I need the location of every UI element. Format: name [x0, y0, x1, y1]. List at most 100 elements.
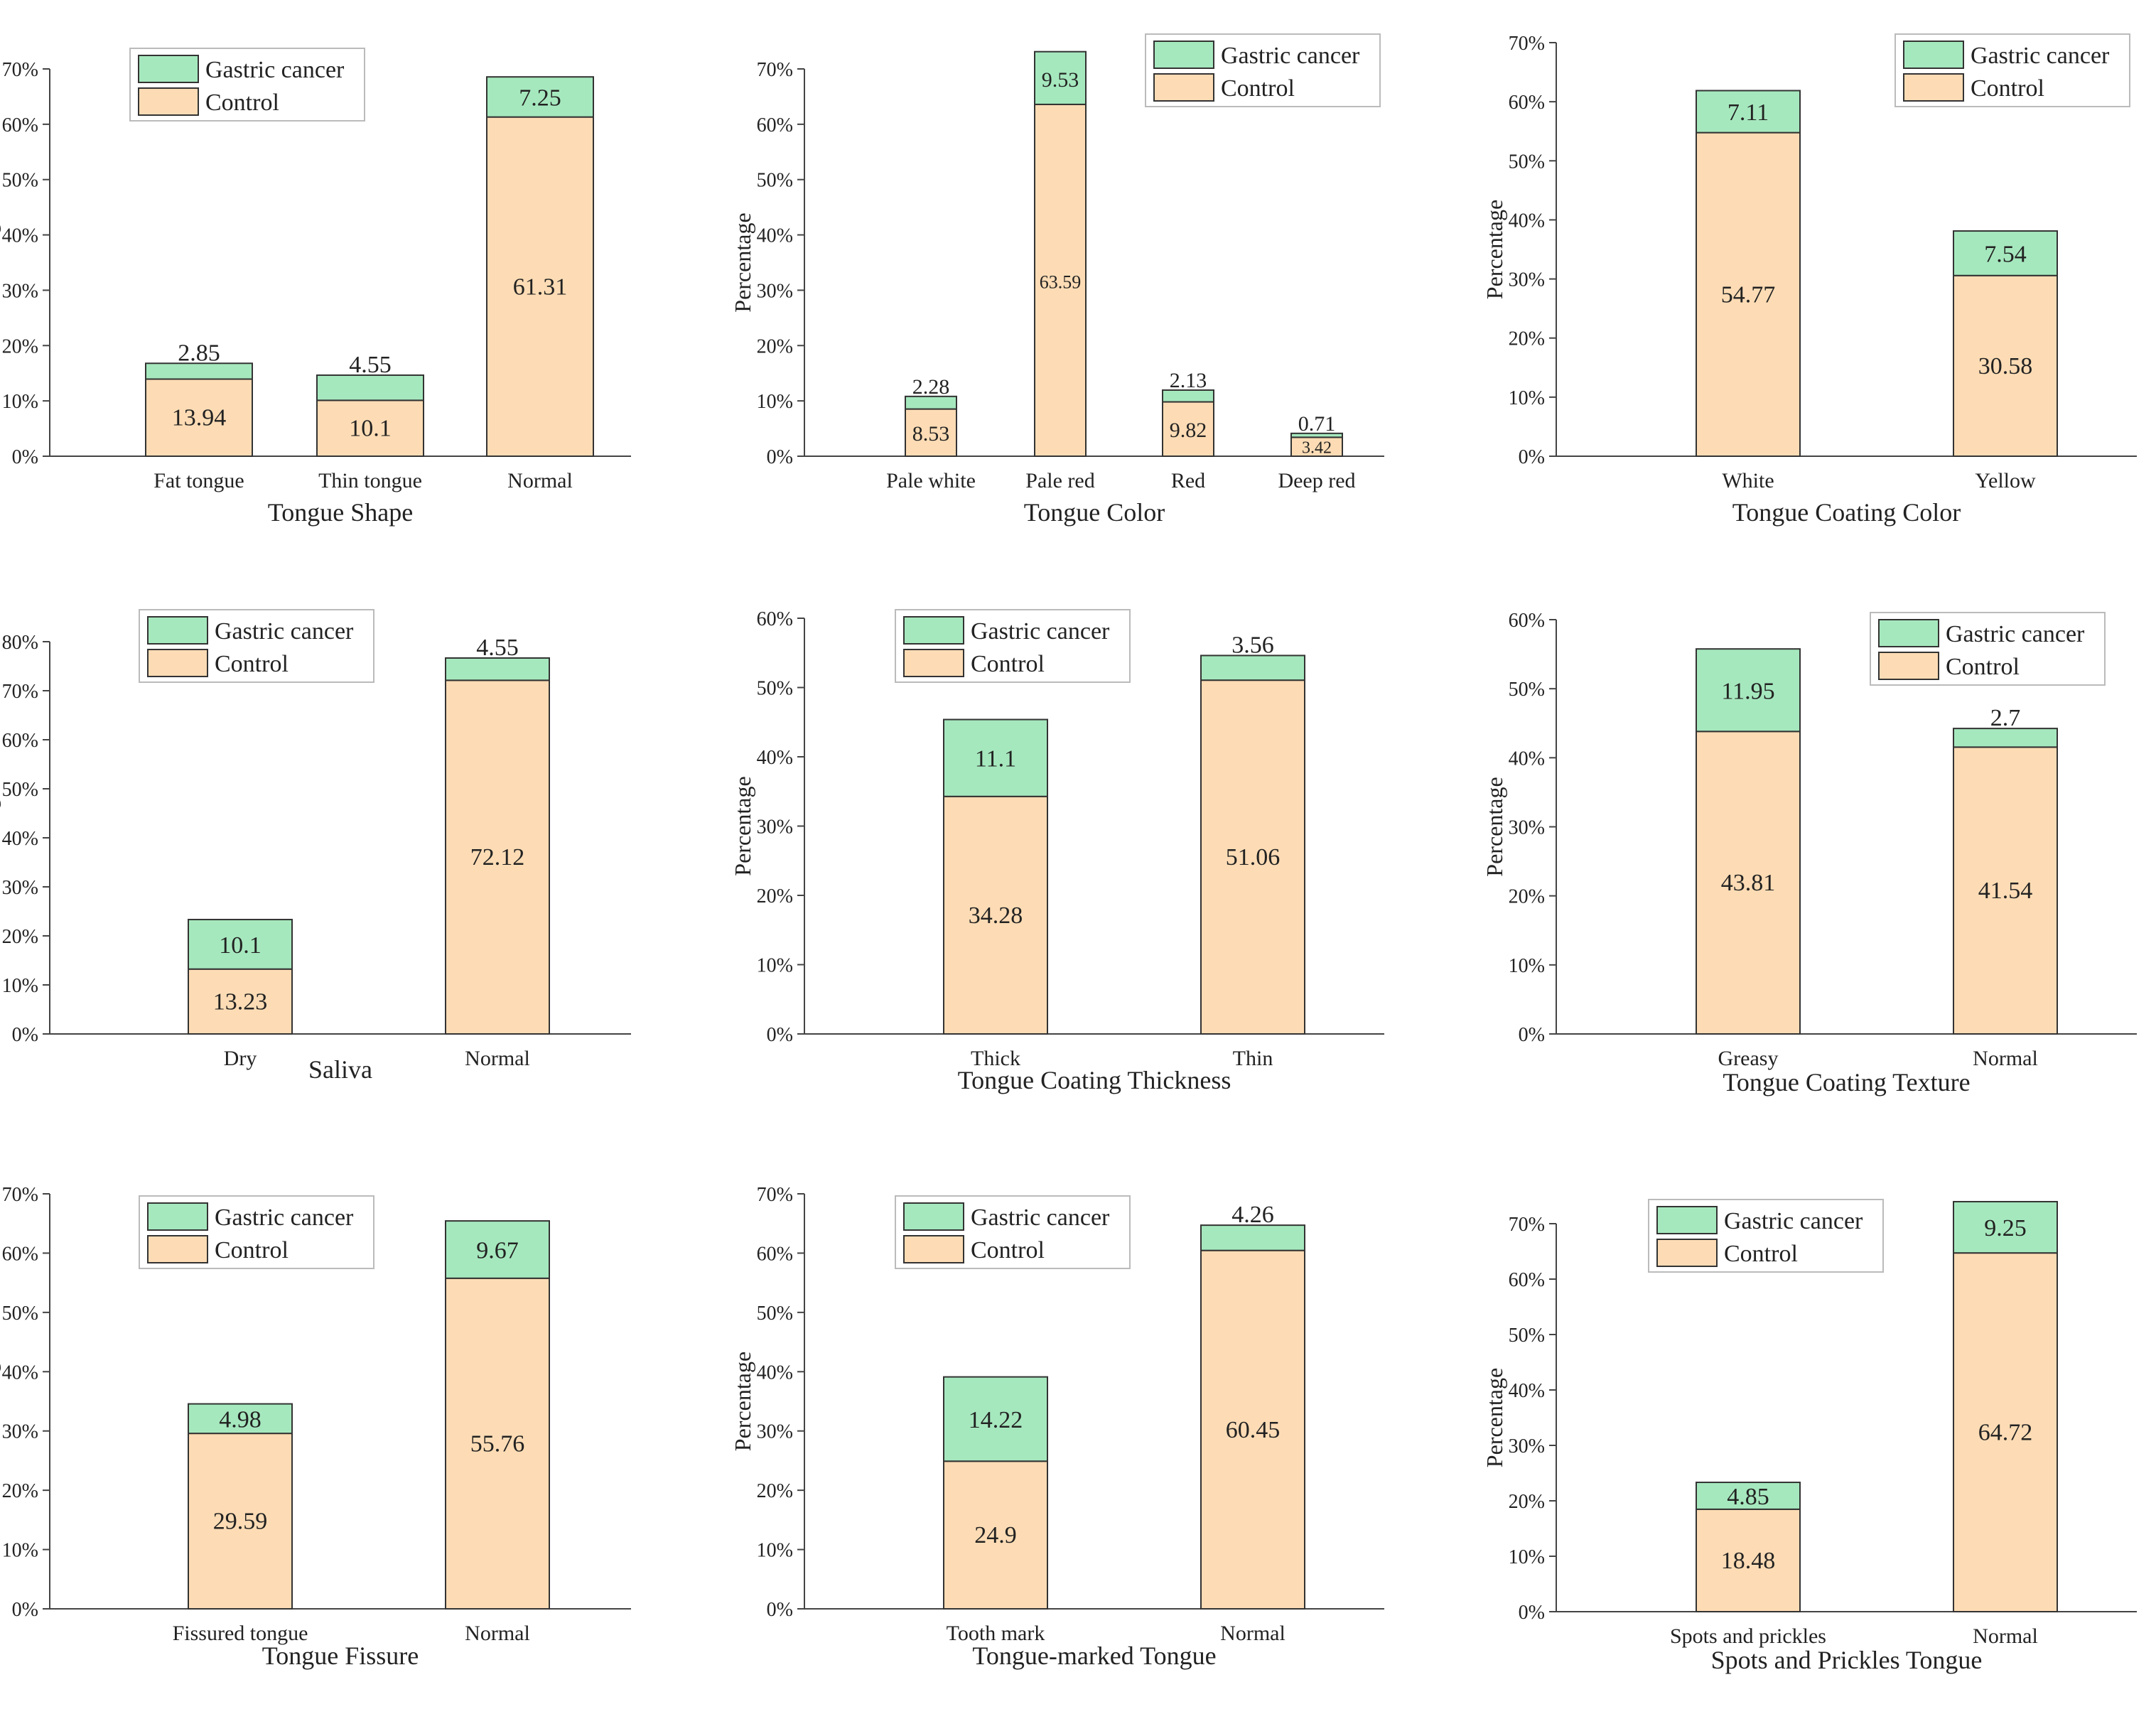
y-tick-label: 20% — [757, 1480, 793, 1502]
bar-label-control: 29.59 — [213, 1509, 268, 1535]
x-tick-label: Dry — [224, 1047, 257, 1070]
bar-label-gastric: 3.56 — [1231, 632, 1274, 658]
bar-control — [445, 679, 550, 1035]
y-tick-label: 0% — [12, 446, 38, 468]
y-axis-title: Percentage — [0, 788, 1, 888]
bar-gastric — [1696, 1482, 1801, 1510]
bar-label-gastric: 2.85 — [178, 340, 220, 366]
bar-control — [1953, 746, 2058, 1035]
bar-gastric — [1200, 1224, 1305, 1251]
x-tick-label: Spots and prickles — [1670, 1624, 1826, 1648]
bar-label-control: 61.31 — [513, 274, 568, 300]
y-axis-title: Percentage — [1482, 200, 1507, 299]
legend-swatch-gastric — [1153, 41, 1214, 69]
y-tick-label: 40% — [1509, 748, 1545, 770]
y-tick-label: 30% — [757, 816, 793, 839]
bar-gastric — [905, 395, 957, 410]
bar-control — [1034, 103, 1087, 457]
bar-control — [486, 116, 594, 457]
y-tick-label: 20% — [757, 335, 793, 357]
legend-label-gastric: Gastric cancer — [1221, 43, 1360, 69]
y-tick-label: 60% — [1509, 92, 1545, 114]
legend: Gastric cancer Control — [129, 48, 365, 122]
y-tick-label: 10% — [2, 975, 38, 997]
x-axis-title: Tongue-marked Tongue — [972, 1642, 1216, 1670]
bar-control — [1696, 731, 1801, 1035]
y-tick-label: 40% — [2, 225, 38, 247]
y-tick-label: 20% — [1509, 1491, 1545, 1513]
y-tick-label: 20% — [2, 926, 38, 948]
bar-gastric — [486, 76, 594, 118]
bar-gastric — [1953, 1201, 2058, 1254]
y-tick-label: 70% — [757, 59, 793, 81]
bar-label-control: 34.28 — [969, 902, 1023, 929]
y-tick-label: 0% — [1519, 1024, 1545, 1046]
y-axis-title: Percentage — [730, 776, 755, 875]
chart-panel-1: 0% 10% 20% 30% 40% 50% 60% 70% Percentage 13.94 2.… — [0, 48, 631, 527]
y-tick-label: 50% — [2, 779, 38, 801]
y-tick-label: 40% — [2, 828, 38, 850]
legend: Gastric cancer Control — [895, 1195, 1131, 1269]
y-tick-label: 60% — [2, 730, 38, 752]
y-tick-label: 80% — [2, 632, 38, 654]
y-tick-label: 10% — [1509, 387, 1545, 409]
x-tick-label: Tooth mark — [947, 1622, 1045, 1645]
y-tick-label: 30% — [1509, 269, 1545, 291]
bar-control — [1162, 401, 1214, 458]
legend: Gastric cancer Control — [139, 1195, 374, 1269]
legend: Gastric cancer Control — [1894, 33, 2130, 107]
bar-label-gastric: 11.1 — [975, 746, 1016, 772]
bar-gastric — [188, 919, 293, 970]
y-tick-label: 0% — [12, 1024, 38, 1046]
bar-label-control: 72.12 — [470, 844, 525, 871]
chart-panel-7: 0% 10% 20% 30% 40% 50% 60% 70% Percentage 29.59 4.… — [0, 1184, 631, 1670]
bar-label-control: 30.58 — [1978, 353, 2033, 379]
legend-label-gastric: Gastric cancer — [971, 1204, 1110, 1231]
bar-label-gastric: 10.1 — [219, 932, 262, 959]
bar-control — [1953, 1252, 2058, 1612]
y-tick-label: 30% — [2, 877, 38, 899]
legend-swatch-gastric — [138, 55, 199, 83]
bar-label-control: 10.1 — [349, 416, 392, 442]
bar-gastric — [1034, 50, 1087, 105]
y-tick-label: 0% — [1519, 446, 1545, 468]
y-axis-title: Percentage — [730, 212, 755, 312]
legend-swatch-control — [903, 1235, 964, 1263]
bar-gastric — [1200, 654, 1305, 681]
legend-label-control: Control — [1221, 75, 1295, 102]
legend-label-gastric: Gastric cancer — [215, 618, 354, 645]
y-tick-label: 20% — [2, 335, 38, 357]
x-tick-label: Yellow — [1975, 469, 2036, 492]
y-tick-label: 50% — [2, 1303, 38, 1325]
y-axis-title: Percentage — [1482, 1368, 1507, 1467]
chart-panel-2: 0% 10% 20% 30% 40% 50% 60% 70% Percentage 8.53 2.2… — [730, 33, 1384, 527]
bar-label-control: 18.48 — [1721, 1548, 1776, 1574]
y-axis-title: Percentage — [0, 1352, 1, 1451]
y-tick-label: 30% — [2, 1421, 38, 1443]
legend-label-control: Control — [1946, 654, 2020, 680]
y-tick-label: 50% — [2, 170, 38, 192]
chart-panel-5: 0% 10% 20% 30% 40% 50% 60% Percentage 34.28 11.1 T… — [730, 608, 1384, 1094]
y-tick-label: 20% — [1509, 886, 1545, 908]
legend-label-control: Control — [1724, 1241, 1798, 1267]
bar-label-gastric: 4.98 — [219, 1406, 262, 1433]
bar-label-gastric: 4.55 — [349, 352, 392, 378]
bar-label-gastric: 0.71 — [1298, 412, 1336, 436]
x-axis-title: Saliva — [308, 1055, 372, 1084]
bar-gastric — [1696, 90, 1801, 134]
x-axis-title: Tongue Coating Thickness — [958, 1066, 1231, 1094]
y-tick-label: 70% — [2, 681, 38, 703]
legend-swatch-control — [1878, 652, 1939, 680]
legend-label-control: Control — [971, 651, 1045, 677]
legend-label-control: Control — [215, 1237, 289, 1263]
legend-swatch-control — [1903, 73, 1964, 102]
legend-label-control: Control — [205, 90, 279, 116]
legend-swatch-gastric — [1878, 619, 1939, 647]
bar-control — [1290, 436, 1343, 458]
y-tick-label: 30% — [757, 1421, 793, 1443]
bar-label-control: 24.9 — [974, 1522, 1017, 1548]
y-tick-label: 10% — [2, 1540, 38, 1562]
x-axis-title: Spots and Prickles Tongue — [1711, 1646, 1983, 1674]
